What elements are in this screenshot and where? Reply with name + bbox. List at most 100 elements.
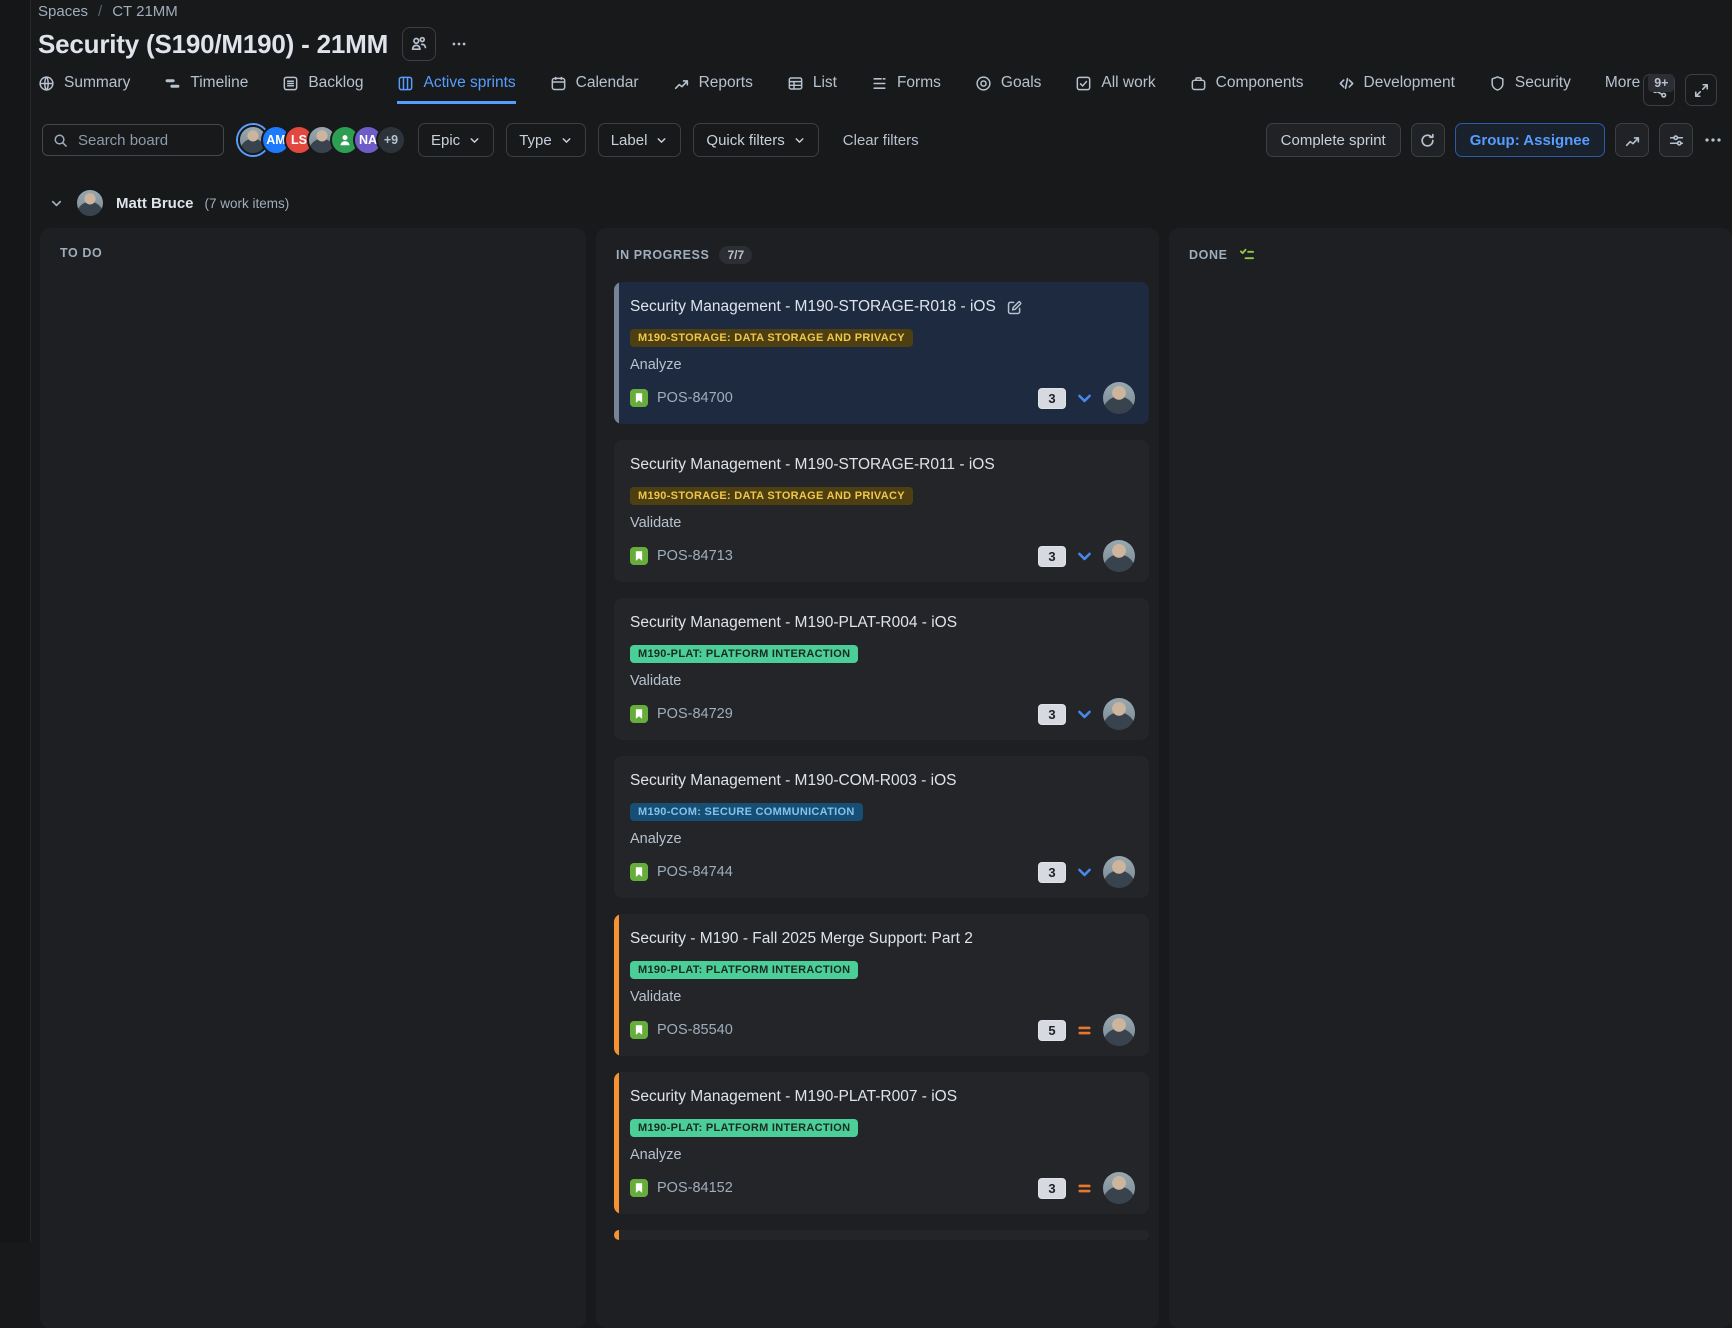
calendar-icon bbox=[550, 75, 567, 92]
swimlane-assignee-name: Matt Bruce bbox=[116, 194, 194, 212]
avatar-overflow[interactable]: +9 bbox=[376, 125, 406, 155]
chart-icon bbox=[673, 75, 690, 92]
tab-backlog[interactable]: Backlog bbox=[282, 64, 363, 104]
assignee-avatar[interactable] bbox=[1103, 540, 1135, 572]
quick-filters-button[interactable]: Quick filters bbox=[693, 123, 819, 157]
card-list: Security Management - M190-STORAGE-R018 … bbox=[596, 274, 1159, 1240]
tab-all-work[interactable]: All work bbox=[1075, 64, 1156, 104]
story-type-icon bbox=[630, 389, 648, 407]
tab-label: Components bbox=[1215, 74, 1304, 91]
line-chart-icon bbox=[1624, 132, 1641, 149]
group-by-button[interactable]: Group: Assignee bbox=[1454, 123, 1605, 157]
tab-label: More bbox=[1604, 74, 1641, 91]
story-type-icon bbox=[630, 1021, 648, 1039]
assignee-avatar[interactable] bbox=[1103, 382, 1135, 414]
refresh-button[interactable] bbox=[1410, 123, 1445, 157]
search-input[interactable] bbox=[76, 130, 213, 150]
breadcrumb-separator: / bbox=[98, 3, 103, 20]
tab-timeline[interactable]: Timeline bbox=[164, 64, 248, 104]
card-pos-84729[interactable]: Security Management - M190-PLAT-R004 - i… bbox=[614, 598, 1149, 740]
people-icon bbox=[410, 35, 428, 53]
toolbar-right: Complete sprint Group: Assignee bbox=[1265, 123, 1723, 157]
tab-label: All work bbox=[1101, 74, 1156, 91]
view-settings-button[interactable] bbox=[1659, 123, 1693, 157]
card-key: POS-84744 bbox=[657, 864, 733, 880]
shield-icon bbox=[1489, 75, 1506, 92]
ellipsis-icon bbox=[450, 35, 468, 53]
label-filter-button[interactable]: Label bbox=[597, 123, 682, 157]
page-title: Security (S190/M190) - 21MM bbox=[38, 28, 389, 59]
left-rail bbox=[0, 0, 31, 1242]
medium-priority-icon bbox=[1076, 1180, 1093, 1197]
tab-forms[interactable]: Forms bbox=[871, 64, 941, 104]
card-key: POS-84700 bbox=[657, 390, 733, 406]
label-chip: M190-STORAGE: DATA STORAGE AND PRIVACY bbox=[630, 487, 913, 505]
story-type-icon bbox=[630, 1179, 648, 1197]
tab-more[interactable]: More 9+ bbox=[1605, 64, 1675, 104]
column-todo-header: TO DO bbox=[40, 228, 586, 270]
backlog-icon bbox=[282, 75, 299, 92]
card-title: Security Management - M190-PLAT-R004 - i… bbox=[630, 614, 958, 631]
epic-filter-button[interactable]: Epic bbox=[418, 123, 495, 157]
board-more-button[interactable] bbox=[1703, 130, 1723, 150]
estimate-badge: 3 bbox=[1038, 861, 1066, 883]
card-pos-85540[interactable]: Security - M190 - Fall 2025 Merge Suppor… bbox=[614, 914, 1149, 1056]
label-chip: M190-COM: SECURE COMMUNICATION bbox=[630, 803, 863, 821]
tab-label: Development bbox=[1363, 74, 1455, 91]
column-limit-badge: 7/7 bbox=[719, 246, 753, 264]
fullscreen-button[interactable] bbox=[1685, 74, 1717, 106]
tab-components[interactable]: Components bbox=[1190, 64, 1304, 104]
label-chip: M190-STORAGE: DATA STORAGE AND PRIVACY bbox=[630, 329, 913, 347]
epic-filter-label: Epic bbox=[431, 131, 461, 149]
tab-bar: Summary Timeline Backlog Active sprints … bbox=[38, 64, 1675, 104]
card-status: Validate bbox=[630, 515, 682, 531]
board: TO DO IN PROGRESS 7/7 Security Managemen… bbox=[40, 228, 1732, 1328]
swimlane-avatar bbox=[75, 188, 105, 218]
collapse-swimlane-button[interactable] bbox=[49, 196, 64, 211]
column-title: TO DO bbox=[60, 246, 103, 260]
label-chip: M190-PLAT: PLATFORM INTERACTION bbox=[630, 1119, 859, 1137]
tab-label: Summary bbox=[64, 74, 131, 91]
card-pos-84700[interactable]: Security Management - M190-STORAGE-R018 … bbox=[614, 282, 1149, 424]
card-title: Security Management - M190-STORAGE-R018 … bbox=[630, 298, 996, 315]
tab-calendar[interactable]: Calendar bbox=[550, 64, 639, 104]
tab-summary[interactable]: Summary bbox=[38, 64, 130, 104]
target-icon bbox=[975, 75, 992, 92]
tab-list[interactable]: List bbox=[787, 64, 837, 104]
assignee-avatar[interactable] bbox=[1103, 1014, 1135, 1046]
tab-development[interactable]: Development bbox=[1338, 64, 1455, 104]
tab-goals[interactable]: Goals bbox=[975, 64, 1042, 104]
complete-sprint-button[interactable]: Complete sprint bbox=[1265, 123, 1401, 157]
label-chip: M190-PLAT: PLATFORM INTERACTION bbox=[630, 961, 859, 979]
story-type-icon bbox=[630, 863, 648, 881]
chevron-down-icon bbox=[793, 134, 806, 147]
column-in-progress: IN PROGRESS 7/7 Security Management - M1… bbox=[596, 228, 1159, 1328]
board-toolbar: AM LS NA +9 Epic Type Label Quick filter… bbox=[42, 120, 1723, 160]
tab-label: Security bbox=[1514, 74, 1571, 91]
assignee-avatar[interactable] bbox=[1103, 1172, 1135, 1204]
people-button[interactable] bbox=[402, 27, 437, 61]
medium-priority-icon bbox=[1076, 1022, 1093, 1039]
clear-filters-button[interactable]: Clear filters bbox=[837, 131, 925, 150]
tab-security[interactable]: Security bbox=[1489, 64, 1571, 104]
assignee-avatar[interactable] bbox=[1103, 698, 1135, 730]
title-more-button[interactable] bbox=[450, 35, 468, 53]
story-type-icon bbox=[630, 547, 648, 565]
insights-button[interactable] bbox=[1615, 123, 1649, 157]
tab-reports[interactable]: Reports bbox=[673, 64, 753, 104]
code-icon bbox=[1338, 75, 1355, 92]
card-partial[interactable] bbox=[614, 1230, 1149, 1240]
type-filter-button[interactable]: Type bbox=[506, 123, 586, 157]
search-board bbox=[42, 124, 224, 156]
card-pos-84713[interactable]: Security Management - M190-STORAGE-R011 … bbox=[614, 440, 1149, 582]
chevron-down-icon bbox=[560, 134, 573, 147]
breadcrumb-spaces[interactable]: Spaces bbox=[38, 3, 89, 20]
tab-label: Goals bbox=[1000, 74, 1042, 91]
edit-summary-icon[interactable] bbox=[1006, 299, 1023, 316]
assignee-avatar[interactable] bbox=[1103, 856, 1135, 888]
card-pos-84744[interactable]: Security Management - M190-COM-R003 - iO… bbox=[614, 756, 1149, 898]
breadcrumb-project[interactable]: CT 21MM bbox=[112, 3, 178, 20]
tab-active-sprints[interactable]: Active sprints bbox=[397, 64, 516, 104]
card-title: Security - M190 - Fall 2025 Merge Suppor… bbox=[630, 930, 973, 947]
card-pos-84152[interactable]: Security Management - M190-PLAT-R007 - i… bbox=[614, 1072, 1149, 1214]
